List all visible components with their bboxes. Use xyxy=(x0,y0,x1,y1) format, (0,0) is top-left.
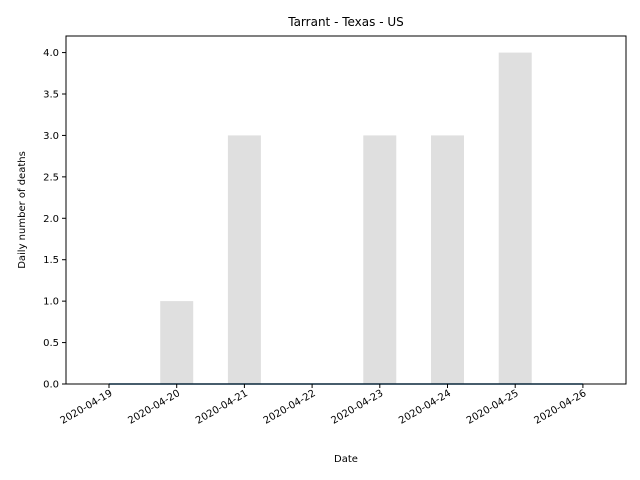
bar-2020-04-23 xyxy=(363,135,397,384)
chart-title: Tarrant - Texas - US xyxy=(287,15,404,29)
y-tick-label: 2.5 xyxy=(43,172,59,183)
x-tick-label: 2020-04-20 xyxy=(126,388,182,427)
y-tick-label: 3.0 xyxy=(43,131,59,142)
y-tick-label: 0.0 xyxy=(43,380,59,391)
bar-2020-04-20 xyxy=(160,301,194,384)
x-tick-label: 2020-04-26 xyxy=(533,388,589,427)
x-axis-title: Date xyxy=(334,454,358,465)
x-tick-label: 2020-04-23 xyxy=(329,388,385,427)
x-tick-label: 2020-04-22 xyxy=(262,388,318,427)
y-axis-ticks: 0.0 0.5 1.0 1.5 2.0 2.5 3.0 3.5 4.0 xyxy=(43,48,66,391)
bars-group xyxy=(160,52,532,384)
x-axis-ticks: 2020-04-19 2020-04-20 2020-04-21 2020-04-22… xyxy=(59,384,589,427)
y-tick-label: 4.0 xyxy=(43,48,59,59)
bar-2020-04-24 xyxy=(431,135,464,384)
y-tick-label: 2.0 xyxy=(43,214,59,225)
y-tick-label: 0.5 xyxy=(43,338,59,349)
x-tick-label: 2020-04-21 xyxy=(194,388,250,427)
y-tick-label: 1.0 xyxy=(43,297,59,308)
y-axis-title: Daily number of deaths xyxy=(17,151,28,269)
bar-2020-04-21 xyxy=(227,135,261,384)
x-tick-label: 2020-04-19 xyxy=(59,388,115,427)
bar-2020-04-25 xyxy=(498,52,532,384)
x-tick-label: 2020-04-25 xyxy=(465,388,521,427)
plot-frame xyxy=(65,35,627,385)
y-tick-label: 3.5 xyxy=(43,90,59,101)
y-tick-label: 1.5 xyxy=(43,255,59,266)
x-tick-label: 2020-04-24 xyxy=(397,388,453,427)
